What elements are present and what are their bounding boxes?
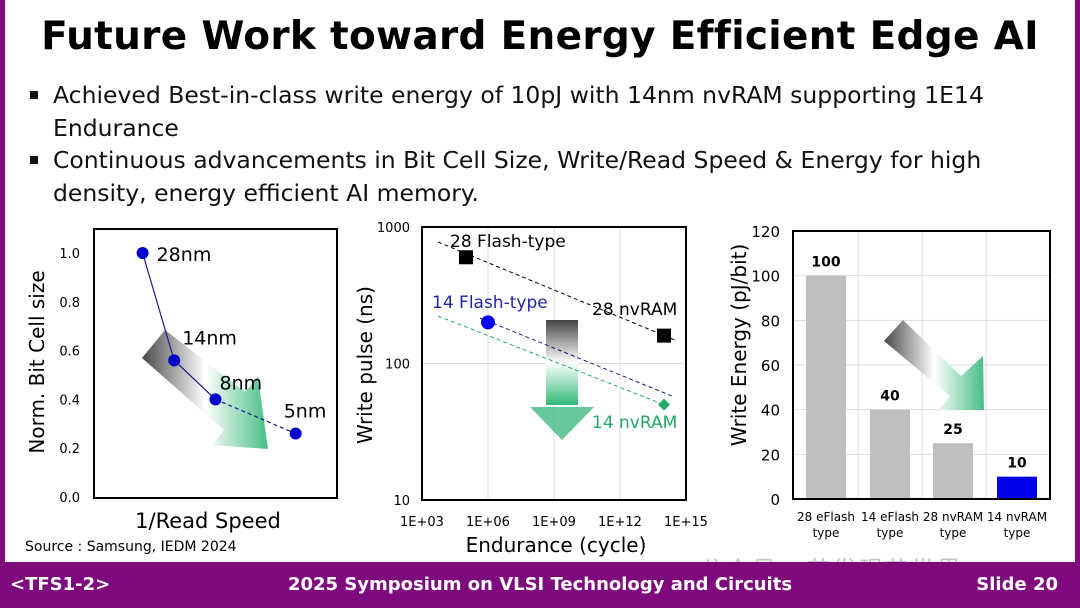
data-point (168, 354, 181, 367)
x-category-label: type (1004, 526, 1031, 540)
y-tick-label: 0.0 (59, 491, 80, 506)
data-point-square (657, 328, 671, 343)
write-energy-chart: 0 20 40 60 80 100 120 100 28 eFlash type 40 14 eFla… (751, 223, 1051, 540)
data-point-diamond (658, 398, 670, 411)
point-label: 8nm (220, 372, 263, 394)
trend-arrow-icon (546, 320, 578, 405)
chart1-xlabel: 1/Read Speed (135, 509, 281, 533)
y-tick-label: 20 (761, 446, 780, 464)
chart2-xlabel: Endurance (cycle) (466, 533, 647, 557)
x-tick-label: 1E+12 (598, 515, 642, 530)
plot-frame (93, 228, 338, 499)
bullet-item: Continuous advancements in Bit Cell Size… (28, 144, 1058, 209)
y-tick-label: 0 (770, 491, 780, 509)
data-point-circle (481, 315, 495, 330)
series-label: 14 Flash-type (432, 293, 548, 313)
x-category-label: 28 eFlash (797, 510, 855, 524)
data-point (209, 393, 222, 406)
chart1-ylabel: Norm. Bit Cell size (25, 270, 49, 453)
slide-title: Future Work toward Energy Efficient Edge… (41, 14, 1039, 59)
y-tick-label: 1.0 (59, 247, 80, 262)
data-point-square (459, 250, 473, 265)
bar-data-label: 25 (943, 422, 962, 438)
bullet-text: Achieved Best-in-class write energy of 1… (53, 81, 984, 142)
footer-bar: <TFS1-2> 2025 Symposium on VLSI Technolo… (0, 562, 1080, 608)
data-point (289, 427, 302, 440)
bullet-square-icon (30, 91, 38, 99)
y-tick-label: 0.8 (59, 296, 80, 311)
source-note: Source : Samsung, IEDM 2024 (25, 539, 237, 555)
footer-slide-number: Slide 20 (976, 574, 1058, 595)
x-tick-label: 1E+09 (532, 515, 576, 530)
bullet-list: Achieved Best-in-class write energy of 1… (28, 79, 1058, 209)
trend-line (437, 315, 666, 406)
chart3-ylabel: Write Energy (pJ/bit) (727, 244, 751, 447)
y-tick-label: 40 (761, 402, 780, 420)
footer-conference: 2025 Symposium on VLSI Technology and Ci… (287, 574, 793, 595)
bullet-text: Continuous advancements in Bit Cell Size… (53, 146, 982, 207)
y-tick-label: 100 (751, 268, 780, 286)
x-category-label: type (813, 526, 840, 540)
x-tick-label: 1E+03 (400, 515, 444, 530)
y-tick-label: 120 (751, 223, 780, 241)
bar-data-label: 100 (811, 255, 840, 271)
series-label: 28 nvRAM (592, 300, 677, 320)
y-tick-label: 0.6 (59, 345, 80, 360)
data-point (136, 247, 149, 259)
point-label: 28nm (157, 244, 212, 266)
bullet-square-icon (30, 156, 38, 164)
y-tick-label: 100 (385, 358, 410, 373)
plot-frame (792, 230, 1051, 500)
y-tick-label: 10 (393, 494, 410, 509)
series-label: 28 Flash-type (450, 232, 566, 252)
x-category-label: type (940, 526, 967, 540)
bar-data-label: 10 (1007, 456, 1027, 472)
bar-data-label: 40 (880, 389, 900, 405)
trend-line (173, 359, 216, 400)
trend-line (215, 398, 296, 435)
x-category-label: 14 nvRAM (987, 510, 1047, 524)
x-category-label: 14 eFlash (861, 510, 919, 524)
bit-cell-size-chart: 0.0 0.2 0.4 0.6 0.8 1.0 28nm 14nm 8nm 5nm (59, 228, 338, 506)
x-category-label: 28 nvRAM (923, 510, 983, 524)
y-tick-label: 0.4 (59, 393, 80, 408)
y-tick-label: 80 (761, 312, 780, 330)
bar (997, 476, 1037, 499)
bar (870, 409, 910, 499)
point-label: 14nm (182, 327, 237, 349)
bar (806, 275, 846, 499)
trend-line (437, 241, 676, 341)
write-pulse-chart: 10 100 1000 1E+03 1E+06 1E+09 1E+12 1E+15 28 Fla… (377, 221, 708, 530)
slide-border-right (1075, 0, 1080, 562)
trend-line (142, 252, 175, 361)
point-label: 5nm (284, 401, 327, 423)
y-tick-label: 60 (761, 357, 780, 375)
y-tick-label: 0.2 (59, 442, 80, 457)
y-tick-label: 1000 (377, 221, 410, 236)
x-tick-label: 1E+06 (466, 515, 510, 530)
trend-arrow-head-icon (530, 407, 594, 440)
x-tick-label: 1E+15 (664, 515, 708, 530)
x-category-label: type (877, 526, 904, 540)
footer-session: <TFS1-2> (10, 574, 111, 595)
plot-frame (421, 226, 687, 501)
bar (933, 443, 973, 499)
trend-arrow-icon (884, 320, 984, 410)
slide-border-left (0, 0, 5, 562)
series-label: 14 nvRAM (592, 413, 677, 433)
chart2-ylabel: Write pulse (ns) (353, 286, 377, 444)
bullet-item: Achieved Best-in-class write energy of 1… (28, 79, 1058, 144)
